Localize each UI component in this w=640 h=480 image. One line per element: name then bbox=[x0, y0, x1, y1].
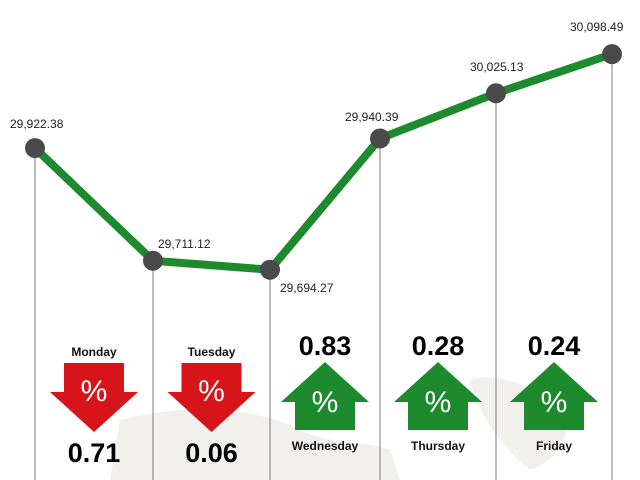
point-label: 29,711.12 bbox=[158, 237, 211, 251]
day-label: Tuesday bbox=[188, 345, 236, 359]
up-arrow bbox=[281, 362, 369, 430]
change-value: 0.06 bbox=[185, 438, 238, 468]
day-label: Wednesday bbox=[292, 439, 359, 453]
point-label: 30,098.49 bbox=[570, 20, 624, 34]
point-label: 29,922.38 bbox=[10, 117, 64, 131]
change-arrow-group: Monday% 0.71 bbox=[50, 345, 138, 468]
point bbox=[25, 138, 45, 159]
change-value: 0.28 bbox=[412, 331, 465, 361]
point bbox=[260, 259, 280, 280]
change-value: 0.24 bbox=[528, 331, 581, 361]
index-line bbox=[32, 50, 614, 274]
percent-symbol: % bbox=[81, 375, 108, 408]
day-label: Thursday bbox=[411, 439, 465, 453]
percent-symbol: % bbox=[312, 386, 339, 419]
percent-symbol: % bbox=[425, 386, 452, 419]
change-value: 0.83 bbox=[299, 331, 352, 361]
down-arrow bbox=[167, 363, 256, 432]
point-label: 30,025.13 bbox=[470, 60, 524, 74]
up-arrow bbox=[394, 362, 482, 430]
change-value: 0.71 bbox=[68, 438, 121, 468]
change-arrow-group: Tuesday% 0.06 bbox=[167, 345, 256, 468]
point bbox=[486, 83, 506, 104]
percent-symbol: % bbox=[541, 386, 568, 419]
day-label: Friday bbox=[536, 439, 572, 453]
change-arrow-group: 0.24% Friday bbox=[510, 331, 598, 453]
percent-symbol: % bbox=[198, 375, 225, 408]
point bbox=[602, 44, 622, 65]
change-arrow-group: 0.28% Thursday bbox=[394, 331, 482, 453]
point bbox=[143, 250, 163, 271]
point-label: 29,694.27 bbox=[280, 281, 334, 295]
change-arrow-group: 0.83% Wednesday bbox=[281, 331, 369, 453]
day-label: Monday bbox=[71, 345, 117, 359]
down-arrow bbox=[50, 363, 138, 432]
up-arrow bbox=[510, 362, 598, 430]
point-label: 29,940.39 bbox=[345, 110, 399, 124]
point bbox=[370, 128, 390, 149]
